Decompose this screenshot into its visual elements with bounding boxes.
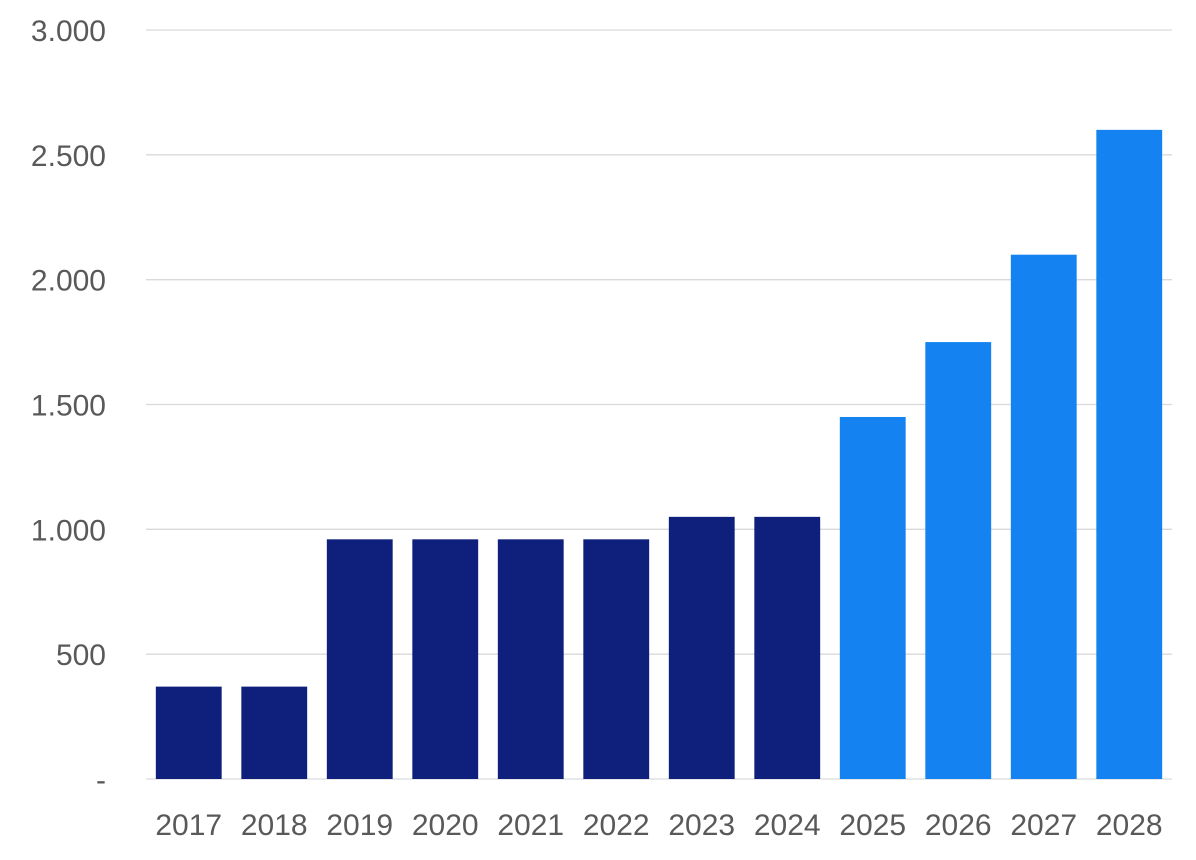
bar-2028 xyxy=(1096,129,1163,779)
y-tick-label: 1.500 xyxy=(31,390,106,423)
y-tick-label: 1.000 xyxy=(31,514,106,547)
x-tick-label: 2019 xyxy=(326,809,393,842)
bar-2018 xyxy=(241,686,308,779)
bar-2025 xyxy=(839,416,906,779)
bar-2024 xyxy=(754,516,821,779)
y-tick-label: 2.000 xyxy=(31,265,106,298)
x-tick-label: 2024 xyxy=(754,809,821,842)
bar-2019 xyxy=(326,539,393,779)
gridlines xyxy=(146,29,1172,780)
bars xyxy=(155,129,1163,779)
x-tick-label: 2025 xyxy=(839,809,906,842)
bar-2021 xyxy=(497,539,564,779)
x-tick-label: 2026 xyxy=(925,809,992,842)
x-tick-label: 2017 xyxy=(155,809,222,842)
y-tick-label: 3.000 xyxy=(31,15,106,48)
x-tick-label: 2018 xyxy=(241,809,308,842)
x-tick-label: 2020 xyxy=(412,809,479,842)
x-tick-label: 2022 xyxy=(583,809,650,842)
x-tick-label: 2021 xyxy=(497,809,564,842)
bar-2022 xyxy=(583,539,650,779)
x-tick-label: 2028 xyxy=(1096,809,1163,842)
x-tick-label: 2023 xyxy=(668,809,735,842)
y-tick-label: 500 xyxy=(56,639,106,672)
y-axis-tick-labels: - 500 1.000 1.500 2.000 2.500 3.000 xyxy=(31,15,106,797)
bar-2026 xyxy=(925,342,992,779)
y-tick-label: 2.500 xyxy=(31,140,106,173)
bar-2020 xyxy=(412,539,479,779)
bar-2017 xyxy=(155,686,222,779)
bar-2023 xyxy=(668,516,735,779)
x-tick-label: 2027 xyxy=(1010,809,1077,842)
x-axis-tick-labels: 2017 2018 2019 2020 2021 2022 2023 2024 2025 2026… xyxy=(155,809,1162,842)
y-tick-label: - xyxy=(96,764,106,797)
bar-2027 xyxy=(1010,254,1077,779)
